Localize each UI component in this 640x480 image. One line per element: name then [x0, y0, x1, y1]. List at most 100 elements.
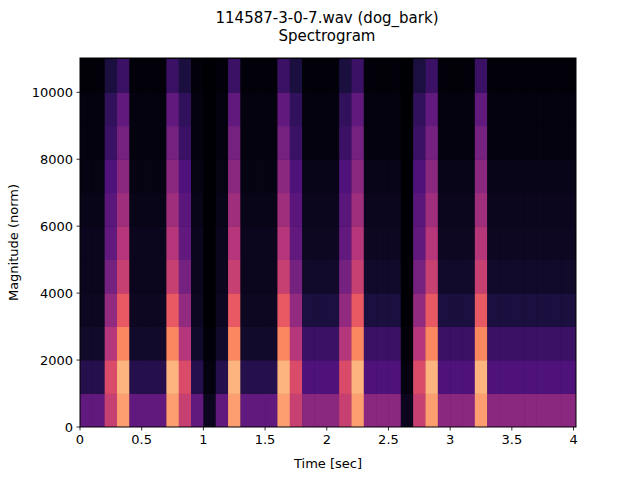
- heatmap-cell: [438, 327, 451, 361]
- heatmap-cell: [401, 360, 414, 394]
- heatmap-cell: [314, 159, 327, 193]
- heatmap-cell: [216, 92, 229, 126]
- heatmap-cell: [179, 226, 192, 260]
- heatmap-cell: [401, 126, 414, 160]
- heatmap-cell: [388, 327, 401, 361]
- heatmap-cell: [290, 293, 303, 327]
- heatmap-cell: [216, 193, 229, 227]
- heatmap-cell: [537, 92, 550, 126]
- heatmap-cell: [228, 394, 241, 427]
- heatmap-cell: [524, 159, 537, 193]
- heatmap-cell: [376, 59, 389, 93]
- heatmap-cell: [302, 193, 315, 227]
- heatmap-cell: [191, 360, 204, 394]
- heatmap-cell: [401, 327, 414, 361]
- heatmap-cell: [191, 293, 204, 327]
- heatmap-cell: [129, 360, 142, 394]
- heatmap-cell: [339, 193, 352, 227]
- heatmap-cell: [80, 193, 93, 227]
- heatmap-cell: [351, 92, 364, 126]
- heatmap-cell: [388, 126, 401, 160]
- heatmap-cell: [327, 360, 340, 394]
- heatmap-cell: [253, 226, 266, 260]
- y-tick-label: 8000: [40, 152, 73, 167]
- heatmap-cell: [117, 126, 130, 160]
- heatmap-cell: [351, 126, 364, 160]
- heatmap-cell: [500, 293, 513, 327]
- heatmap-cell: [203, 260, 216, 294]
- heatmap-cell: [117, 159, 130, 193]
- heatmap-cell: [376, 193, 389, 227]
- x-tick-label: 1.5: [255, 432, 276, 447]
- x-tick: [326, 427, 327, 431]
- heatmap-cell: [290, 360, 303, 394]
- heatmap-cell: [154, 92, 167, 126]
- heatmap-cell: [142, 126, 155, 160]
- heatmap-cell: [92, 92, 105, 126]
- heatmap-cell: [413, 327, 426, 361]
- heatmap-cell: [253, 126, 266, 160]
- heatmap-cells: [80, 59, 576, 427]
- heatmap-cell: [487, 260, 500, 294]
- heatmap-cell: [512, 226, 525, 260]
- heatmap-cell: [92, 260, 105, 294]
- heatmap-cell: [240, 159, 253, 193]
- heatmap-cell: [351, 360, 364, 394]
- heatmap-cell: [450, 327, 463, 361]
- heatmap-cell: [228, 327, 241, 361]
- heatmap-cell: [500, 226, 513, 260]
- heatmap-cell: [339, 226, 352, 260]
- heatmap-cell: [462, 293, 475, 327]
- heatmap-cell: [327, 293, 340, 327]
- heatmap-cell: [512, 293, 525, 327]
- heatmap-cell: [80, 92, 93, 126]
- heatmap-cell: [339, 394, 352, 427]
- y-tick-label: 0: [65, 420, 73, 435]
- heatmap-cell: [142, 293, 155, 327]
- heatmap-cell: [425, 126, 438, 160]
- heatmap-cell: [425, 394, 438, 427]
- heatmap-cell: [376, 226, 389, 260]
- heatmap-cell: [327, 260, 340, 294]
- heatmap-cell: [549, 293, 562, 327]
- heatmap-cell: [376, 159, 389, 193]
- heatmap-cell: [388, 226, 401, 260]
- heatmap-cell: [537, 360, 550, 394]
- heatmap-cell: [327, 159, 340, 193]
- heatmap-cell: [401, 293, 414, 327]
- heatmap-cell: [450, 193, 463, 227]
- heatmap-cell: [253, 92, 266, 126]
- heatmap-cell: [364, 226, 377, 260]
- heatmap-cell: [240, 126, 253, 160]
- heatmap-cell: [401, 59, 414, 93]
- heatmap-cell: [537, 226, 550, 260]
- heatmap-cell: [277, 293, 290, 327]
- heatmap-cell: [240, 193, 253, 227]
- heatmap-cell: [524, 260, 537, 294]
- heatmap-cell: [80, 260, 93, 294]
- heatmap-cell: [327, 193, 340, 227]
- heatmap-cell: [240, 226, 253, 260]
- heatmap-cell: [500, 193, 513, 227]
- heatmap-cell: [327, 92, 340, 126]
- heatmap-cell: [216, 59, 229, 93]
- heatmap-cell: [203, 159, 216, 193]
- heatmap-cell: [524, 193, 537, 227]
- heatmap-cell: [376, 327, 389, 361]
- heatmap-cell: [179, 360, 192, 394]
- heatmap-cell: [327, 394, 340, 427]
- heatmap-cell: [240, 327, 253, 361]
- heatmap-cell: [351, 394, 364, 427]
- heatmap-cell: [462, 360, 475, 394]
- heatmap-cell: [166, 193, 179, 227]
- heatmap-cell: [277, 394, 290, 427]
- y-axis-label: Magnitude (norm): [6, 184, 21, 301]
- heatmap-cell: [376, 260, 389, 294]
- heatmap-cell: [166, 360, 179, 394]
- heatmap-cell: [228, 260, 241, 294]
- heatmap-cell: [487, 293, 500, 327]
- heatmap-cell: [561, 394, 576, 427]
- heatmap-cell: [413, 394, 426, 427]
- heatmap-cell: [142, 193, 155, 227]
- heatmap-cell: [364, 92, 377, 126]
